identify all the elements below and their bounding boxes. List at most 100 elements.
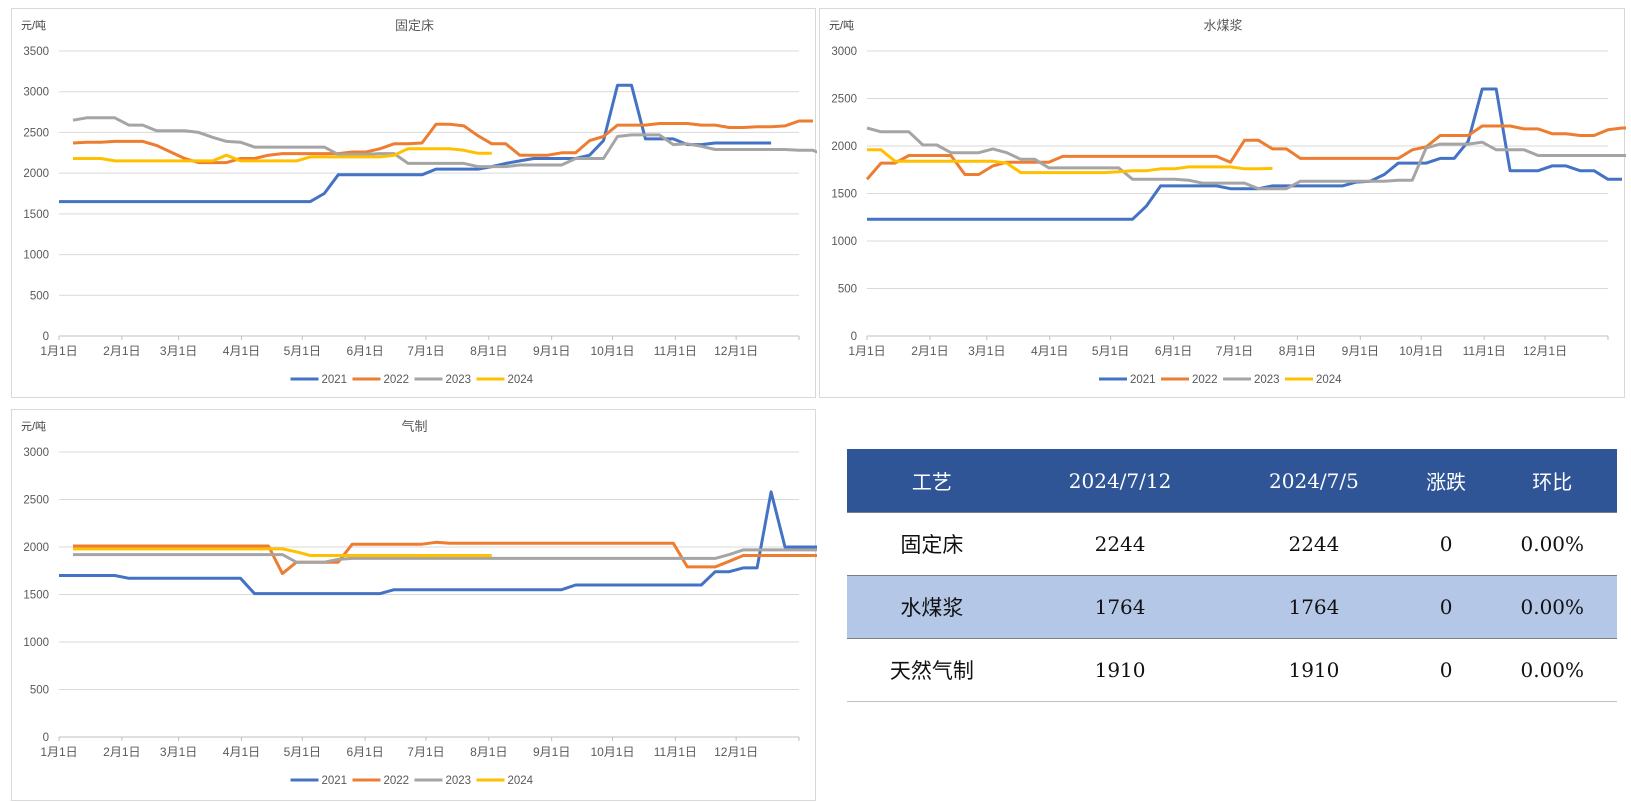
row-current: 2244: [1016, 512, 1224, 576]
chart-gas-based: 元/吨 气制 0 500 1000 1500 2000 2500 3000 1月1日 2月1日 3月1…: [11, 409, 817, 801]
row-previous: 2244: [1223, 512, 1405, 576]
series-line-2023: [866, 126, 1626, 191]
table-row: 水煤浆 1764 1764 0 0.00%: [847, 575, 1617, 639]
x-tick-label: 7月1日: [407, 344, 444, 358]
y-tick-label: 500: [30, 290, 49, 302]
unit-label: 元/吨: [21, 19, 46, 32]
y-tick-label: 2500: [831, 94, 857, 106]
series-line-2024: [73, 547, 492, 557]
y-tick-label: 3000: [23, 87, 49, 99]
table-row: 固定床 2244 2244 0 0.00%: [847, 512, 1617, 576]
y-tick-label: 0: [43, 732, 49, 744]
x-tick-label: 1月1日: [848, 344, 885, 358]
series-line-2023: [73, 548, 817, 564]
x-tick-label: 10月1日: [1399, 344, 1443, 358]
x-tick-label: 11月1日: [654, 745, 697, 759]
legend-item-2022: 2022: [352, 775, 409, 787]
x-tick-label: 2月1日: [911, 344, 948, 358]
series-line-2022: [72, 119, 813, 165]
chart-title: 固定床: [395, 18, 434, 33]
legend-item-2024: 2024: [476, 775, 534, 787]
row-previous: 1764: [1223, 575, 1405, 639]
row-ratio: 0.00%: [1487, 638, 1617, 702]
chart-title: 气制: [401, 419, 427, 434]
legend-label: 2022: [384, 374, 410, 386]
legend-item-2023: 2023: [414, 374, 472, 386]
x-tick-label: 11月1日: [1463, 344, 1506, 358]
x-tick-label: 3月1日: [160, 745, 197, 759]
x-tick-label: 1月1日: [40, 344, 77, 358]
x-tick-label: 3月1日: [160, 344, 197, 358]
legend-item-2021: 2021: [290, 374, 347, 386]
y-tick-label: 2500: [23, 495, 49, 507]
table-header-row: 工艺 2024/7/12 2024/7/5 涨跌 环比: [847, 449, 1617, 513]
chart-svg: 元/吨 气制 0 500 1000 1500 2000 2500 3000 1月1日 2月1日 3月1…: [21, 419, 817, 787]
row-change: 0: [1404, 575, 1488, 639]
legend-item-2022: 2022: [352, 374, 410, 386]
y-tick-label: 1500: [23, 590, 49, 602]
x-tick-label: 10月1日: [590, 344, 634, 358]
x-tick-label: 4月1日: [223, 344, 260, 358]
legend-item-2022: 2022: [1161, 374, 1218, 386]
series-line-2021: [867, 87, 1622, 221]
legend-label: 2024: [508, 775, 534, 787]
row-change: 0: [1404, 638, 1488, 702]
series-line-2024: [73, 147, 492, 163]
row-current: 1764: [1016, 575, 1224, 639]
y-tick-label: 0: [851, 331, 857, 343]
x-tick-label: 12月1日: [1523, 344, 1567, 358]
legend-item-2021: 2021: [1099, 374, 1156, 386]
row-name: 固定床: [847, 512, 1017, 576]
x-tick-label: 12月1日: [714, 344, 758, 358]
series-line-2021: [59, 83, 772, 204]
row-ratio: 0.00%: [1487, 575, 1617, 639]
y-tick-label: 1000: [23, 250, 49, 262]
legend-item-2024: 2024: [476, 374, 534, 386]
series-line-2022: [73, 540, 817, 576]
x-tick-label: 12月1日: [714, 745, 758, 759]
series-line-2024: [867, 148, 1273, 175]
x-tick-label: 11月1日: [654, 344, 697, 358]
x-tick-label: 5月1日: [1092, 344, 1129, 358]
x-tick-label: 9月1日: [533, 745, 570, 759]
x-tick-label: 7月1日: [407, 745, 444, 759]
y-tick-label: 2500: [23, 127, 49, 139]
y-tick-label: 3000: [23, 447, 49, 459]
x-tick-label: 6月1日: [346, 745, 383, 759]
y-tick-label: 2000: [831, 141, 857, 153]
y-tick-label: 2000: [23, 168, 49, 180]
x-tick-label: 3月1日: [968, 344, 1005, 358]
row-previous: 1910: [1223, 638, 1405, 702]
x-tick-label: 6月1日: [346, 344, 383, 358]
series-line-2022: [865, 124, 1626, 181]
x-tick-label: 2月1日: [103, 745, 140, 759]
x-tick-label: 5月1日: [284, 344, 321, 358]
y-tick-label: 0: [43, 331, 49, 343]
y-tick-label: 2000: [23, 542, 49, 554]
chart-svg: 元/吨 固定床 0 500 1000 1500 2000 2500 3000 3500 1月1日 2月…: [21, 18, 817, 386]
y-tick-label: 1000: [23, 637, 49, 649]
legend-label: 2024: [508, 374, 534, 386]
legend-label: 2024: [1316, 374, 1342, 386]
y-tick-label: 1500: [831, 189, 857, 201]
legend-label: 2021: [322, 775, 348, 787]
y-tick-label: 3500: [23, 46, 49, 58]
unit-label: 元/吨: [829, 19, 854, 32]
series-line-2021: [59, 490, 817, 596]
header-current-date: 2024/7/12: [1016, 449, 1224, 513]
chart-coal-water-slurry: 元/吨 水煤浆 0 500 1000 1500 2000 2500 3000 1月1日 2月1日 3月…: [819, 8, 1626, 398]
y-tick-label: 1000: [831, 236, 857, 248]
legend-item-2021: 2021: [290, 775, 348, 787]
x-tick-label: 8月1日: [470, 745, 507, 759]
legend-item-2024: 2024: [1285, 374, 1342, 386]
chart-title: 水煤浆: [1203, 18, 1242, 33]
header-change: 涨跌: [1404, 449, 1488, 513]
header-process: 工艺: [847, 449, 1017, 513]
table-row: 天然气制 1910 1910 0 0.00%: [847, 638, 1617, 702]
legend-label: 2023: [446, 374, 472, 386]
row-name: 水煤浆: [847, 575, 1017, 639]
row-change: 0: [1404, 512, 1488, 576]
legend-label: 2021: [1130, 374, 1156, 386]
x-tick-label: 5月1日: [284, 745, 321, 759]
x-tick-label: 7月1日: [1216, 344, 1253, 358]
